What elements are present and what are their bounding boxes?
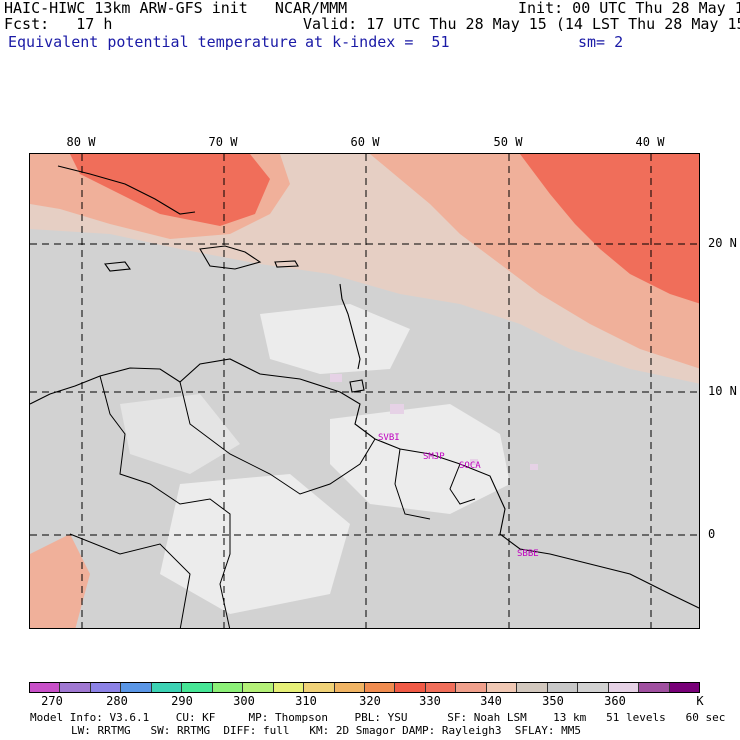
- colorbar-cell: [182, 683, 213, 692]
- colorbar-label: 310: [295, 694, 317, 708]
- coastlines: [30, 165, 699, 609]
- colorbar-cell: [364, 683, 396, 692]
- colorbar-cell: [486, 683, 518, 692]
- colorbar-cell: [30, 683, 61, 692]
- lon-label-40w: 40 W: [635, 135, 665, 149]
- pale-patch-amazon: [160, 474, 350, 614]
- field-name: Equivalent potential temperature: [8, 33, 297, 51]
- model-info: Model Info: V3.6.1 CU: KF MP: Thompson P…: [30, 711, 726, 724]
- colorbar-label: 350: [542, 694, 564, 708]
- colorbar-label: 300: [233, 694, 255, 708]
- level-index: at k-index = 51: [305, 33, 450, 51]
- colorbar: [29, 682, 700, 693]
- coast-trinidad: [349, 379, 365, 393]
- smoothing: sm= 2: [578, 33, 624, 51]
- colorbar-label: 320: [359, 694, 381, 708]
- coast-hispaniola: [199, 245, 262, 270]
- pale-patch-guyana: [330, 404, 510, 514]
- colorbar-cell: [304, 683, 335, 692]
- coast-cuba: [57, 165, 196, 215]
- colorbar-label: 270: [41, 694, 63, 708]
- colorbar-cell: [60, 683, 91, 692]
- purple-spot: [530, 464, 538, 470]
- colorbar-cell: [456, 683, 487, 692]
- lon-label-70w: 70 W: [208, 135, 238, 149]
- physics-info: LW: RRTMG SW: RRTMG DIFF: full KM: 2D Sm…: [71, 724, 581, 737]
- lat-label-10n: 10 N: [708, 384, 737, 398]
- lon-label-50w: 50 W: [493, 135, 523, 149]
- coast-lesser-antilles: [339, 283, 361, 370]
- station-label-sbbe: SBBE: [517, 549, 539, 559]
- colorbar-label: 280: [106, 694, 128, 708]
- colorbar-cell: [608, 683, 640, 692]
- colorbar-cell: [151, 683, 183, 692]
- country-borders: [69, 375, 476, 628]
- red-region-northwest: [70, 154, 270, 226]
- orange-patch-andes: [30, 534, 90, 628]
- purple-spot: [470, 459, 478, 465]
- colorbar-cell: [547, 683, 579, 692]
- pale-patch-venezuela: [120, 394, 240, 474]
- colorbar-cell: [212, 683, 244, 692]
- station-label-smjp: SMJP: [423, 452, 445, 462]
- init-time: Init: 00 UTC Thu 28 May 15: [518, 0, 740, 17]
- lat-label-equator: 0: [708, 527, 716, 541]
- colorbar-cell: [243, 683, 274, 692]
- colorbar-cell: [425, 683, 457, 692]
- border-suriname-guiana: [449, 463, 476, 505]
- colorbar-cell: [273, 683, 305, 692]
- station-label-svbi: SVBI: [378, 433, 400, 443]
- colorbar-label: 360: [604, 694, 626, 708]
- colorbar-cell: [639, 683, 670, 692]
- purple-spot: [330, 374, 342, 382]
- colorbar-label: K: [696, 694, 704, 708]
- colorbar-label: 330: [419, 694, 441, 708]
- station-label-soca: SOCA: [459, 461, 481, 471]
- coast-jamaica: [104, 261, 131, 272]
- coast-south-america: [30, 358, 699, 609]
- lat-label-20n: 20 N: [708, 236, 737, 250]
- colorbar-cell: [578, 683, 609, 692]
- pale-patch-atlantic: [260, 304, 410, 374]
- theta-e-field: [30, 154, 699, 628]
- purple-spots: [330, 374, 538, 470]
- map-panel: [29, 153, 700, 629]
- red-region-northeast: [520, 154, 699, 304]
- border-colombia-venezuela: [99, 375, 231, 628]
- colorbar-cell: [334, 683, 365, 692]
- colorbar-cell: [669, 683, 699, 692]
- lon-label-60w: 60 W: [350, 135, 380, 149]
- model-title: HAIC-HIWC 13km ARW-GFS init NCAR/MMM: [4, 0, 348, 17]
- colorbar-cell: [517, 683, 548, 692]
- colorbar-label: 340: [480, 694, 502, 708]
- coast-puerto-rico: [274, 260, 299, 268]
- forecast-hour: Fcst: 17 h: [4, 15, 113, 33]
- graticule: [30, 154, 699, 628]
- colorbar-label: 290: [171, 694, 193, 708]
- purple-spot: [390, 404, 404, 414]
- colorbar-cell: [395, 683, 426, 692]
- border-peru-colombia: [69, 533, 191, 628]
- border-venezuela-brazil: [179, 381, 376, 495]
- valid-time: Valid: 17 UTC Thu 28 May 15 (14 LST Thu …: [303, 15, 740, 33]
- colorbar-cell: [121, 683, 152, 692]
- border-guyana-suriname: [394, 448, 431, 520]
- lon-label-80w: 80 W: [66, 135, 96, 149]
- colorbar-cell: [90, 683, 122, 692]
